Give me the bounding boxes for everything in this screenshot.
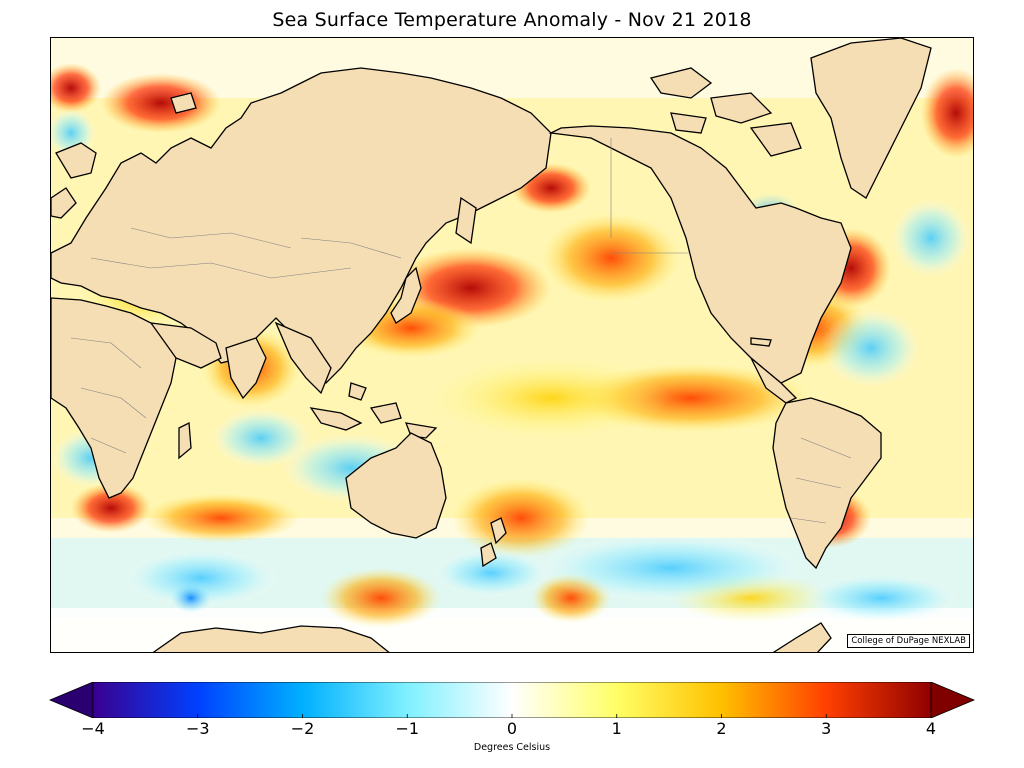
colorbar-tick-label: 0 — [506, 719, 518, 738]
colorbar-label: Degrees Celsius — [473, 742, 551, 753]
land-greenland — [810, 38, 932, 199]
colorbar-tick-label: 2 — [716, 719, 727, 738]
colorbar-min-arrow — [48, 682, 94, 718]
country-borders — [70, 138, 852, 524]
land-india — [225, 337, 267, 400]
land-australia — [345, 432, 447, 539]
land-arabia — [149, 322, 222, 369]
land-indonesia — [309, 407, 363, 431]
credit-label: College of DuPage NEXLAB — [847, 634, 970, 648]
sst-anomaly-map: College of DuPage NEXLAB — [50, 37, 974, 653]
map-canvas — [51, 38, 973, 652]
land-se-asia — [274, 321, 332, 395]
colorbar-max-arrow — [930, 682, 976, 718]
land-north-america — [548, 125, 852, 384]
land-japan — [390, 266, 422, 324]
map-title: Sea Surface Temperature Anomaly - Nov 21… — [272, 9, 752, 31]
colorbar-tick-label: −4 — [81, 719, 105, 738]
colorbar-tick-label: −3 — [185, 719, 210, 738]
colorbar-tick-label: 1 — [611, 719, 622, 738]
colorbar-tick-label: −1 — [395, 719, 420, 738]
colorbar-body — [92, 682, 932, 718]
land-antarctica — [152, 625, 390, 652]
colorbar-tick-label: 4 — [925, 719, 937, 738]
land-masses — [51, 38, 932, 652]
land-africa — [51, 297, 177, 499]
colorbar — [48, 682, 976, 718]
land-new-zealand — [490, 517, 507, 545]
colorbar-tick-label: −2 — [290, 719, 315, 738]
colorbar-ticks — [92, 714, 932, 718]
colorbar-tick-label: 3 — [821, 719, 832, 738]
land-south-america — [772, 397, 882, 570]
